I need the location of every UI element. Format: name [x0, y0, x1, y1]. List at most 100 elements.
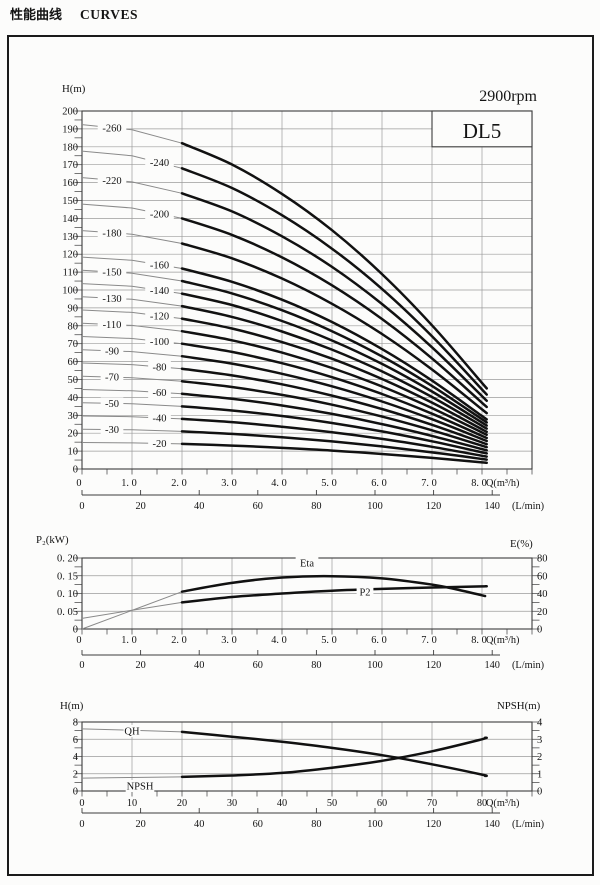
x-tick-label: 30 — [227, 798, 237, 809]
y-tick-label: 0. 15 — [57, 571, 78, 582]
eta-label-bg — [295, 557, 319, 569]
y-axis: 0. 20 0. 15 0. 10 0. 05 0 P₂(kW) — [36, 534, 78, 636]
x-tick-label: 4. 0 — [271, 478, 286, 489]
x-tick-label: 0 — [76, 478, 81, 489]
x-tick-label: 2. 0 — [171, 635, 186, 646]
y-tick-label: 4 — [73, 752, 79, 763]
x2-axis: 0 20 40 60 80 100 120 140 (L/min) — [79, 808, 544, 830]
x-tick-label: 7. 0 — [421, 478, 436, 489]
x2-tick-label: 100 — [367, 501, 382, 512]
curve-label--30: -30 — [105, 425, 119, 436]
curve-label--130-bg — [97, 292, 127, 305]
curve--30-thick — [180, 430, 488, 461]
curve-label--90: -90 — [105, 346, 119, 357]
curve-label--130: -130 — [102, 294, 121, 305]
curve-label--40-bg — [148, 411, 171, 424]
curve-NPSH-thin — [81, 776, 183, 779]
curve--20-thick — [180, 442, 488, 465]
x-tick-label: 60 — [377, 798, 387, 809]
curve-P2-thin — [81, 601, 183, 619]
curve-label--220-bg — [97, 174, 127, 187]
curve--70-thick — [180, 380, 488, 449]
title-chinese: 性能曲线 — [10, 8, 63, 23]
x2-tick-label: 80 — [311, 501, 321, 512]
y-tick-label: 6 — [73, 735, 78, 746]
curve--40-thick — [180, 417, 488, 458]
x2-axis: 0 20 40 60 80 100 120 140 (L/min) — [79, 650, 544, 671]
curve-label--60-bg — [148, 386, 171, 399]
x2-axis-unit: (L/min) — [512, 660, 544, 671]
axis-ticks — [74, 557, 540, 635]
x-axis-unit: Q(m³/h) — [486, 478, 519, 489]
x2-axis-unit: (L/min) — [512, 819, 544, 830]
x-tick-label: 4. 0 — [271, 635, 286, 646]
curve-label--180-bg — [97, 226, 127, 239]
curve--220-thick — [180, 192, 488, 402]
x-axis-unit: Q(m³/h) — [486, 635, 519, 646]
curve-labels: QH NPSH — [123, 725, 155, 793]
curve-label--180: -180 — [102, 228, 121, 239]
y-tick-label: 30 — [68, 411, 79, 422]
y-tick-label: 140 — [62, 214, 78, 225]
y-tick-label: 40 — [68, 393, 79, 404]
x-axis: 0 1. 0 2. 0 3. 0 4. 0 5. 0 6. 0 7. 0 8. 0 Q(m³/h) — [76, 478, 519, 489]
figure-frame — [7, 35, 594, 876]
x2-tick-label: 40 — [194, 660, 204, 671]
curve--130-thick — [180, 304, 488, 430]
curve-label--80: -80 — [153, 363, 167, 374]
y-tick-label: 90 — [68, 303, 79, 314]
npsh-label-bg — [125, 780, 155, 792]
y2-tick-label: 40 — [537, 589, 548, 600]
y-tick-label: 180 — [62, 142, 78, 153]
curve-NPSH-thick — [180, 736, 488, 779]
curve-label--260-bg — [97, 121, 127, 134]
curve--80-thick — [180, 367, 488, 446]
curve-Eta-thick — [180, 574, 487, 598]
eta-label: Eta — [300, 559, 314, 570]
x2-tick-label: 80 — [311, 819, 321, 830]
x-tick-label: 70 — [427, 798, 437, 809]
x-tick-label: 3. 0 — [221, 478, 236, 489]
y2-tick-label: 60 — [537, 571, 548, 582]
y-tick-label: 130 — [62, 232, 78, 243]
y2-tick-label: 80 — [537, 554, 548, 565]
curve-label--220: -220 — [102, 176, 121, 187]
y-tick-label: 8 — [73, 718, 78, 729]
y-tick-label: 150 — [62, 196, 78, 207]
y2-tick-label: 3 — [537, 735, 542, 746]
x2-tick-label: 0 — [79, 660, 84, 671]
curve-label--100: -100 — [150, 337, 169, 348]
y-axis-title: H(m) — [62, 83, 86, 95]
npsh-label: NPSH — [127, 782, 154, 793]
y2-tick-label: 1 — [537, 769, 542, 780]
curve--50-thin — [81, 402, 183, 407]
x2-tick-label: 40 — [194, 819, 204, 830]
model-box-rect — [431, 110, 533, 148]
page-title: 性能曲线 CURVES — [10, 4, 138, 23]
x-tick-label: 0 — [76, 635, 81, 646]
y-tick-label: 0. 20 — [57, 554, 78, 565]
y-tick-label: 10 — [68, 447, 79, 458]
curve-label--120: -120 — [150, 311, 169, 322]
axis-ticks — [74, 721, 540, 797]
y-tick-label: 190 — [62, 124, 78, 135]
x-tick-label: 8. 0 — [471, 478, 486, 489]
x-axis: 0 1. 0 2. 0 3. 0 4. 0 5. 0 6. 0 7. 0 8. 0 Q(m³/h) — [76, 635, 519, 646]
curve--60-thick — [180, 392, 488, 452]
speed-label: 2900rpm — [479, 88, 537, 105]
p2-label-bg — [356, 586, 374, 598]
curve--240-thick — [180, 167, 488, 396]
curve-label--160-bg — [145, 258, 174, 271]
curve--70-thin — [81, 375, 183, 382]
y-axis-title: H(m) — [60, 700, 84, 712]
x2-axis-unit: (L/min) — [512, 501, 544, 512]
curve-label--90-bg — [100, 344, 124, 357]
curve-label--110: -110 — [103, 320, 122, 331]
curve-label--240: -240 — [150, 158, 169, 169]
x-tick-label: 1. 0 — [121, 478, 136, 489]
y-tick-label: 200 — [62, 107, 78, 118]
curve-labels: -260 -240 -220 -200 -180 -160 -150 -140 -130 -120… — [97, 121, 174, 450]
y-axis: 0 10 20 30 40 50 60 70 80 90 100 110 120 130 140 150 160… — [62, 83, 86, 476]
x-axis-unit: Q(m³/h) — [486, 798, 519, 809]
